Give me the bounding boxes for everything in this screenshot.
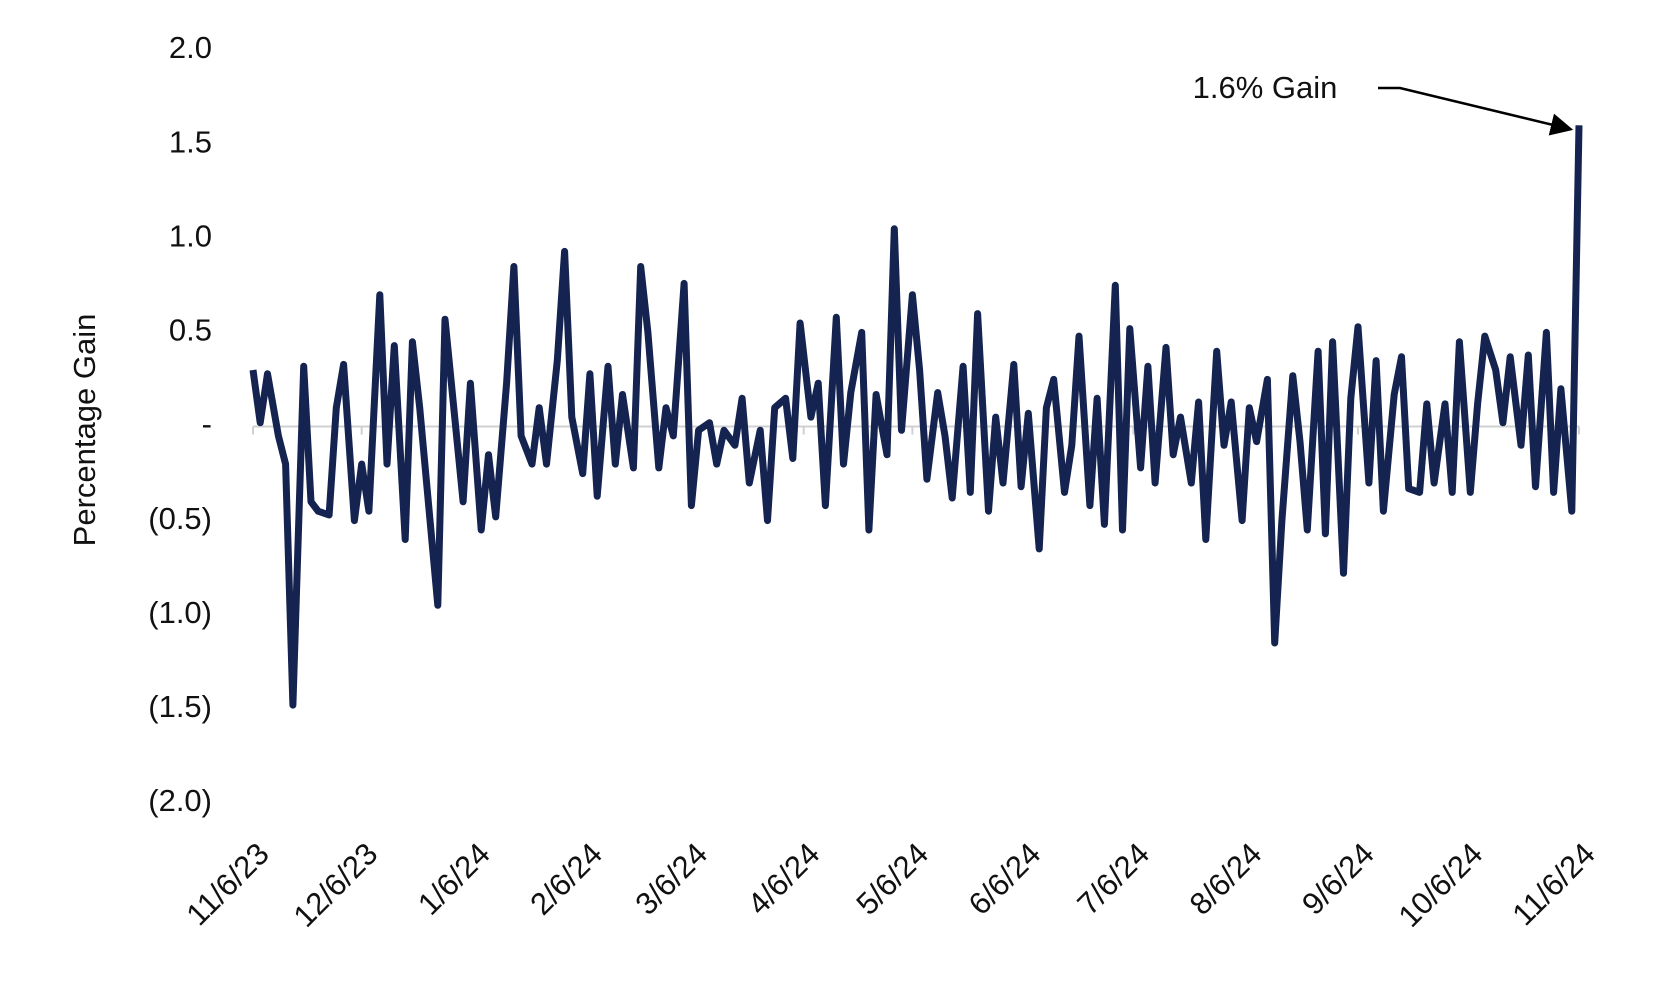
x-tick-label: 10/6/24 (1392, 836, 1490, 934)
x-tick-label: 2/6/24 (523, 836, 609, 922)
y-axis-label: Percentage Gain (67, 314, 102, 547)
annotation-arrow (1378, 86, 1574, 136)
x-tick-label: 5/6/24 (849, 836, 935, 922)
y-tick-label: (2.0) (148, 783, 212, 818)
x-tick-label: 6/6/24 (962, 836, 1048, 922)
y-tick-label: 2.0 (169, 30, 212, 65)
annotation: 1.6% Gain (1193, 70, 1338, 105)
x-tick-label: 4/6/24 (741, 836, 827, 922)
y-tick-label: (0.5) (148, 501, 212, 536)
x-tick-label: 12/6/23 (287, 836, 385, 934)
x-tick-label: 11/6/23 (179, 836, 275, 932)
y-tick-label: - (202, 407, 212, 442)
x-tick-label: 1/6/24 (411, 836, 497, 922)
x-tick-label: 7/6/24 (1070, 836, 1156, 922)
x-tick-label: 11/6/24 (1505, 836, 1601, 932)
y-tick-label: 0.5 (169, 313, 212, 348)
y-tick-label: 1.5 (169, 124, 212, 159)
x-tick-label: 8/6/24 (1183, 836, 1269, 922)
y-tick-label: (1.5) (148, 689, 212, 724)
x-tick-label: 3/6/24 (628, 836, 714, 922)
x-tick-label: 9/6/24 (1295, 836, 1381, 922)
data-line (249, 125, 1583, 709)
y-tick-label: 1.0 (169, 218, 212, 253)
y-tick-label: (1.0) (148, 595, 212, 630)
